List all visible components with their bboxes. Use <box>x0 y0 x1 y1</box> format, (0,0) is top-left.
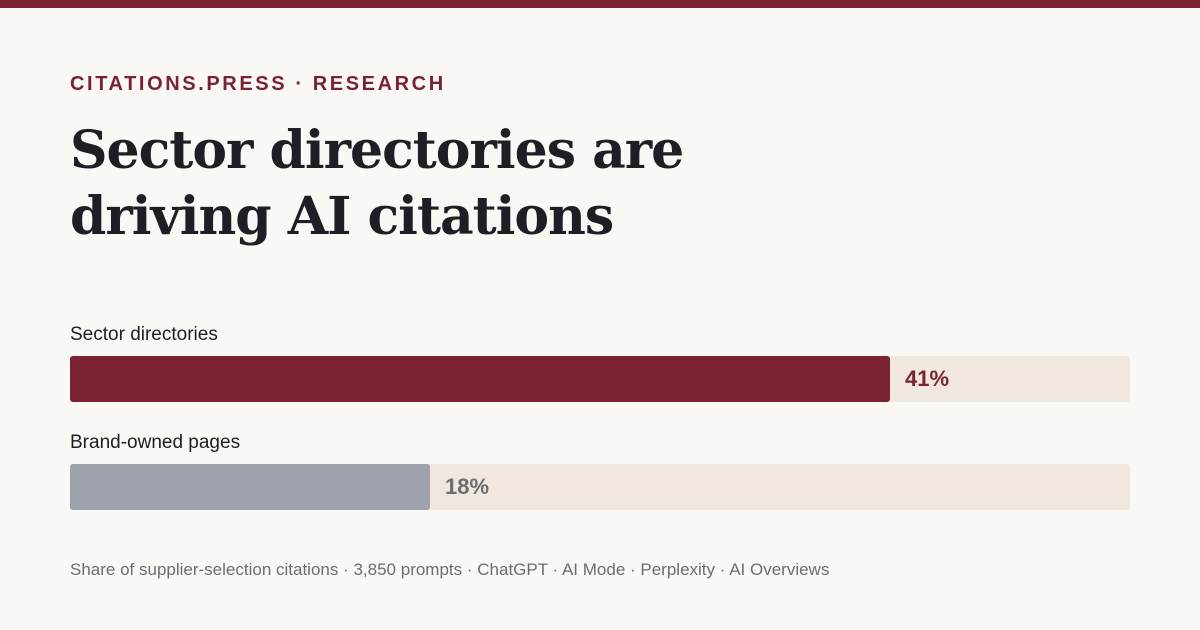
title-line-1: Sector directories are <box>70 120 684 181</box>
top-accent-rule <box>0 0 1200 8</box>
bar-label-sector-directories: Sector directories <box>70 324 218 345</box>
bar-track-brand-owned-pages: 18% <box>70 464 1130 510</box>
title-line-2: driving AI citations <box>70 186 614 247</box>
bar-sector-directories <box>70 356 890 402</box>
bar-value-sector-directories: 41% <box>905 366 950 391</box>
chart-footnote: Share of supplier-selection citations · … <box>70 560 830 579</box>
eyebrow-label: CITATIONS.PRESS · RESEARCH <box>70 73 446 95</box>
bar-value-brand-owned-pages: 18% <box>445 474 490 499</box>
bar-track-sector-directories: 41% <box>70 356 1130 402</box>
bar-brand-owned-pages <box>70 464 430 510</box>
page-title: Sector directories are driving AI citati… <box>70 118 830 250</box>
bar-label-brand-owned-pages: Brand-owned pages <box>70 432 241 453</box>
